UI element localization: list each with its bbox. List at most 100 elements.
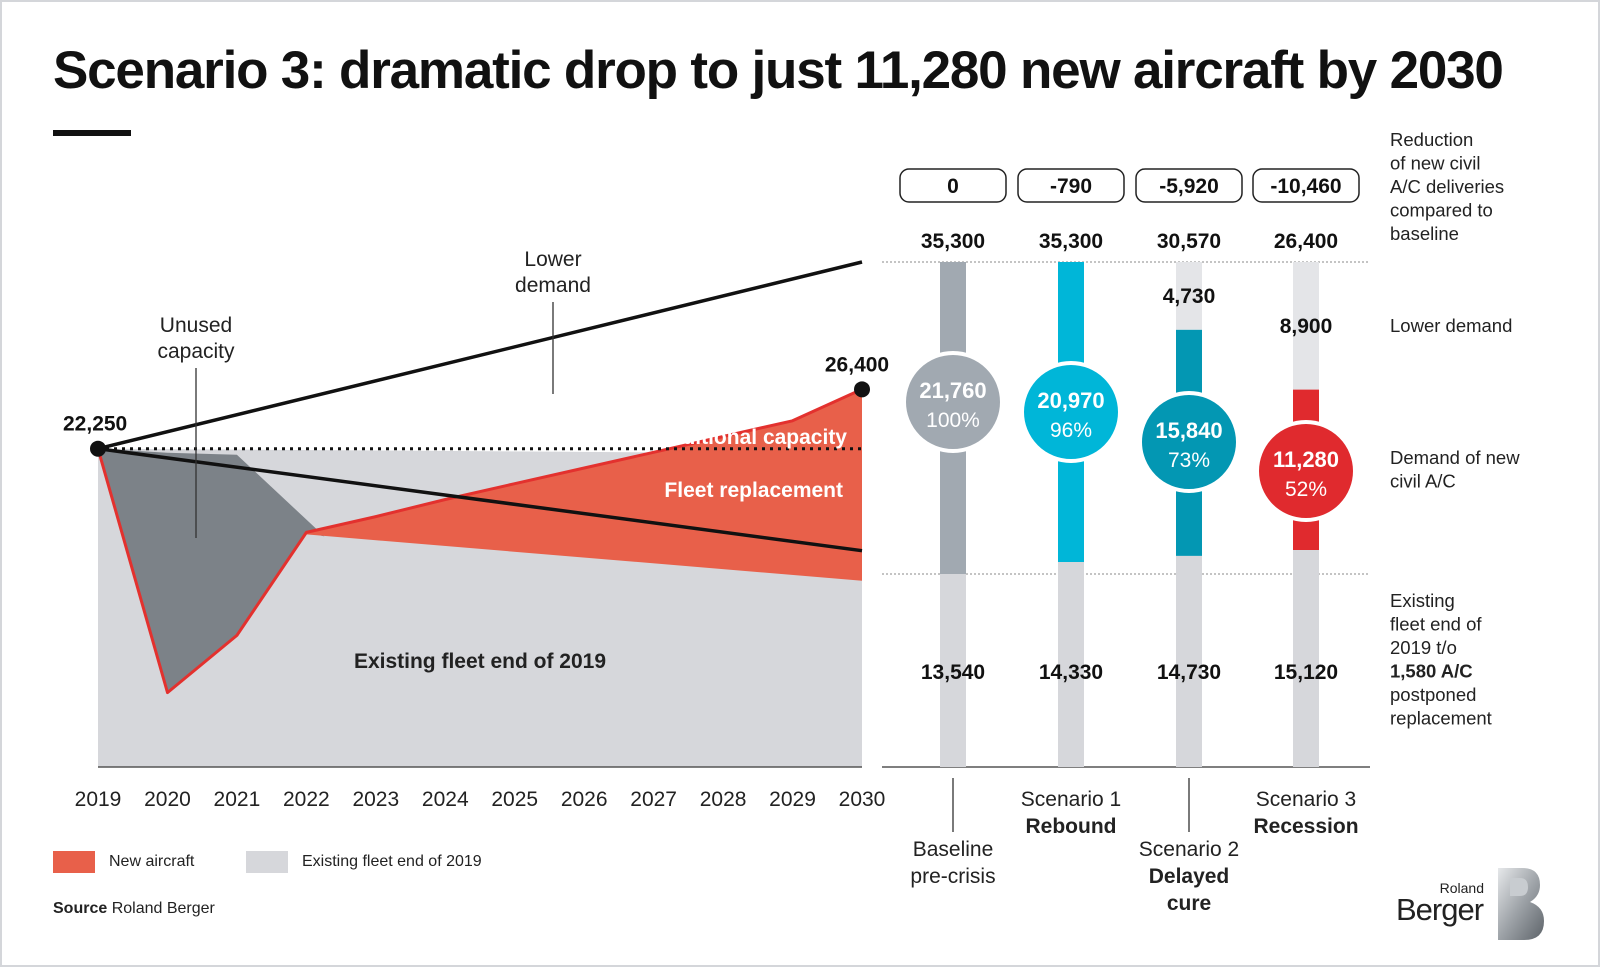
start-point (90, 440, 106, 457)
lower-demand-label: demand (515, 274, 591, 297)
existing-fleet-bar (1176, 574, 1202, 767)
reduction-legend-text: A/C deliveries (1390, 176, 1504, 197)
demand-circle (1138, 391, 1240, 493)
demand-legend-text: Demand of new (1390, 447, 1520, 468)
legend-label-new-aircraft: New aircraft (109, 853, 195, 870)
lower-demand-bar (1293, 262, 1319, 390)
existing-legend-text: replacement (1390, 708, 1492, 729)
demand-share: 52% (1285, 478, 1327, 501)
scenario-bars: 21,760 100% 0 35,300 13,540 Baseline pre-crisi… (882, 168, 1370, 915)
start-value-label: 22,250 (63, 413, 127, 436)
x-tick-label: 2028 (700, 788, 747, 811)
existing-fleet-decline-line (97, 446, 863, 553)
unused-capacity-area (98, 448, 325, 693)
scenario-label: Scenario 1 (1021, 788, 1121, 811)
existing-fleet-label: Existing fleet end of 2019 (354, 650, 606, 673)
scenario-label: Rebound (1026, 815, 1117, 838)
reduction-legend-text: of new civil (1390, 153, 1480, 174)
end-point (854, 381, 870, 398)
reduction-legend-text: Reduction (1390, 129, 1473, 150)
scenario-label: Scenario 2 (1139, 838, 1239, 861)
lower-demand-value: 4,730 (1163, 285, 1216, 308)
reduction-value: -10,460 (1270, 175, 1341, 198)
demand-circle (1255, 420, 1357, 522)
roland-berger-logo: Roland Berger (1396, 868, 1546, 940)
reduction-pill (1135, 168, 1243, 203)
demand-share: 100% (926, 409, 980, 432)
area-chart: 22,250 26,400 2019 2020 2021 2022 2023 2024 2025… (63, 248, 889, 811)
source-label: Source (53, 900, 108, 917)
logo-text-big: Berger (1396, 892, 1484, 927)
lower-demand-label: Lower (524, 248, 581, 271)
lower-demand-value: 8,900 (1280, 315, 1333, 338)
legend-swatch-existing-fleet (246, 851, 288, 873)
existing-legend-text: 1,580 A/C (1390, 661, 1473, 682)
end-value-label: 26,400 (825, 353, 889, 376)
x-tick-label: 2029 (769, 788, 816, 811)
x-tick-label: 2026 (561, 788, 608, 811)
additional-capacity-label: Additional capacity (654, 426, 847, 449)
demand-circle (1020, 361, 1122, 463)
reduction-legend-text: baseline (1390, 223, 1459, 244)
scenario-label: Baseline (913, 838, 994, 861)
legend-label-existing-fleet: Existing fleet end of 2019 (302, 853, 482, 870)
demand-legend-text: civil A/C (1390, 471, 1456, 492)
reduction-value: -5,920 (1159, 175, 1219, 198)
legend-swatch-new-aircraft (53, 851, 95, 873)
scenario-label: cure (1167, 892, 1211, 915)
reduction-pill (1017, 168, 1125, 203)
total-value: 30,570 (1157, 230, 1221, 253)
existing-fleet-value: 13,540 (921, 661, 985, 684)
x-tick-label: 2027 (630, 788, 677, 811)
existing-legend-text: fleet end of (1390, 614, 1482, 635)
total-value: 26,400 (1274, 230, 1338, 253)
postponed-replacement-bar (1293, 550, 1319, 574)
total-value: 35,300 (1039, 230, 1103, 253)
scenario-label: Recession (1253, 815, 1358, 838)
total-value: 35,300 (921, 230, 985, 253)
existing-fleet-value: 14,730 (1157, 661, 1221, 684)
reduction-legend-text: compared to (1390, 200, 1493, 221)
demand-share: 96% (1050, 419, 1092, 442)
existing-fleet-bar (1293, 574, 1319, 767)
x-tick-label: 2030 (839, 788, 886, 811)
demand-circle (902, 351, 1004, 453)
demand-value: 15,840 (1155, 418, 1222, 443)
postponed-replacement-bar (1058, 562, 1084, 574)
legend-item-existing-fleet: Existing fleet end of 2019 (246, 851, 482, 873)
legend-item-new-aircraft: New aircraft (53, 851, 194, 873)
scenario-label: pre-crisis (910, 865, 995, 888)
source-note: Source Roland Berger (53, 900, 215, 918)
logo-text-small: Roland (1439, 880, 1484, 896)
existing-legend-text: postponed (1390, 684, 1476, 705)
demand-value: 20,970 (1037, 388, 1104, 413)
existing-fleet-bar (1058, 574, 1084, 767)
demand-value: 21,760 (919, 378, 986, 403)
existing-legend-text: 2019 t/o (1390, 637, 1457, 658)
existing-fleet-bar (940, 574, 966, 767)
x-tick-label: 2025 (491, 788, 538, 811)
fleet-replacement-label: Fleet replacement (664, 479, 843, 502)
lower-demand-legend-text: Lower demand (1390, 315, 1512, 336)
x-tick-label: 2022 (283, 788, 330, 811)
reduction-value: -790 (1050, 175, 1092, 198)
existing-fleet-value: 14,330 (1039, 661, 1103, 684)
title-accent-rule (53, 130, 131, 136)
unused-capacity-label: capacity (157, 340, 235, 363)
x-tick-label: 2020 (144, 788, 191, 811)
page-title: Scenario 3: dramatic drop to just 11,280… (53, 41, 1504, 100)
logo-b-mark-icon (1498, 868, 1544, 940)
x-tick-label: 2023 (352, 788, 399, 811)
postponed-replacement-bar (1176, 555, 1202, 574)
reduction-pill (899, 168, 1007, 203)
reduction-pill (1252, 168, 1360, 203)
unused-capacity-label: Unused (160, 314, 232, 337)
capacity-line (96, 387, 863, 695)
source-text: Roland Berger (111, 900, 215, 917)
x-tick-label: 2019 (75, 788, 122, 811)
existing-legend-text: Existing (1390, 590, 1455, 611)
scenario-label: Scenario 3 (1256, 788, 1356, 811)
